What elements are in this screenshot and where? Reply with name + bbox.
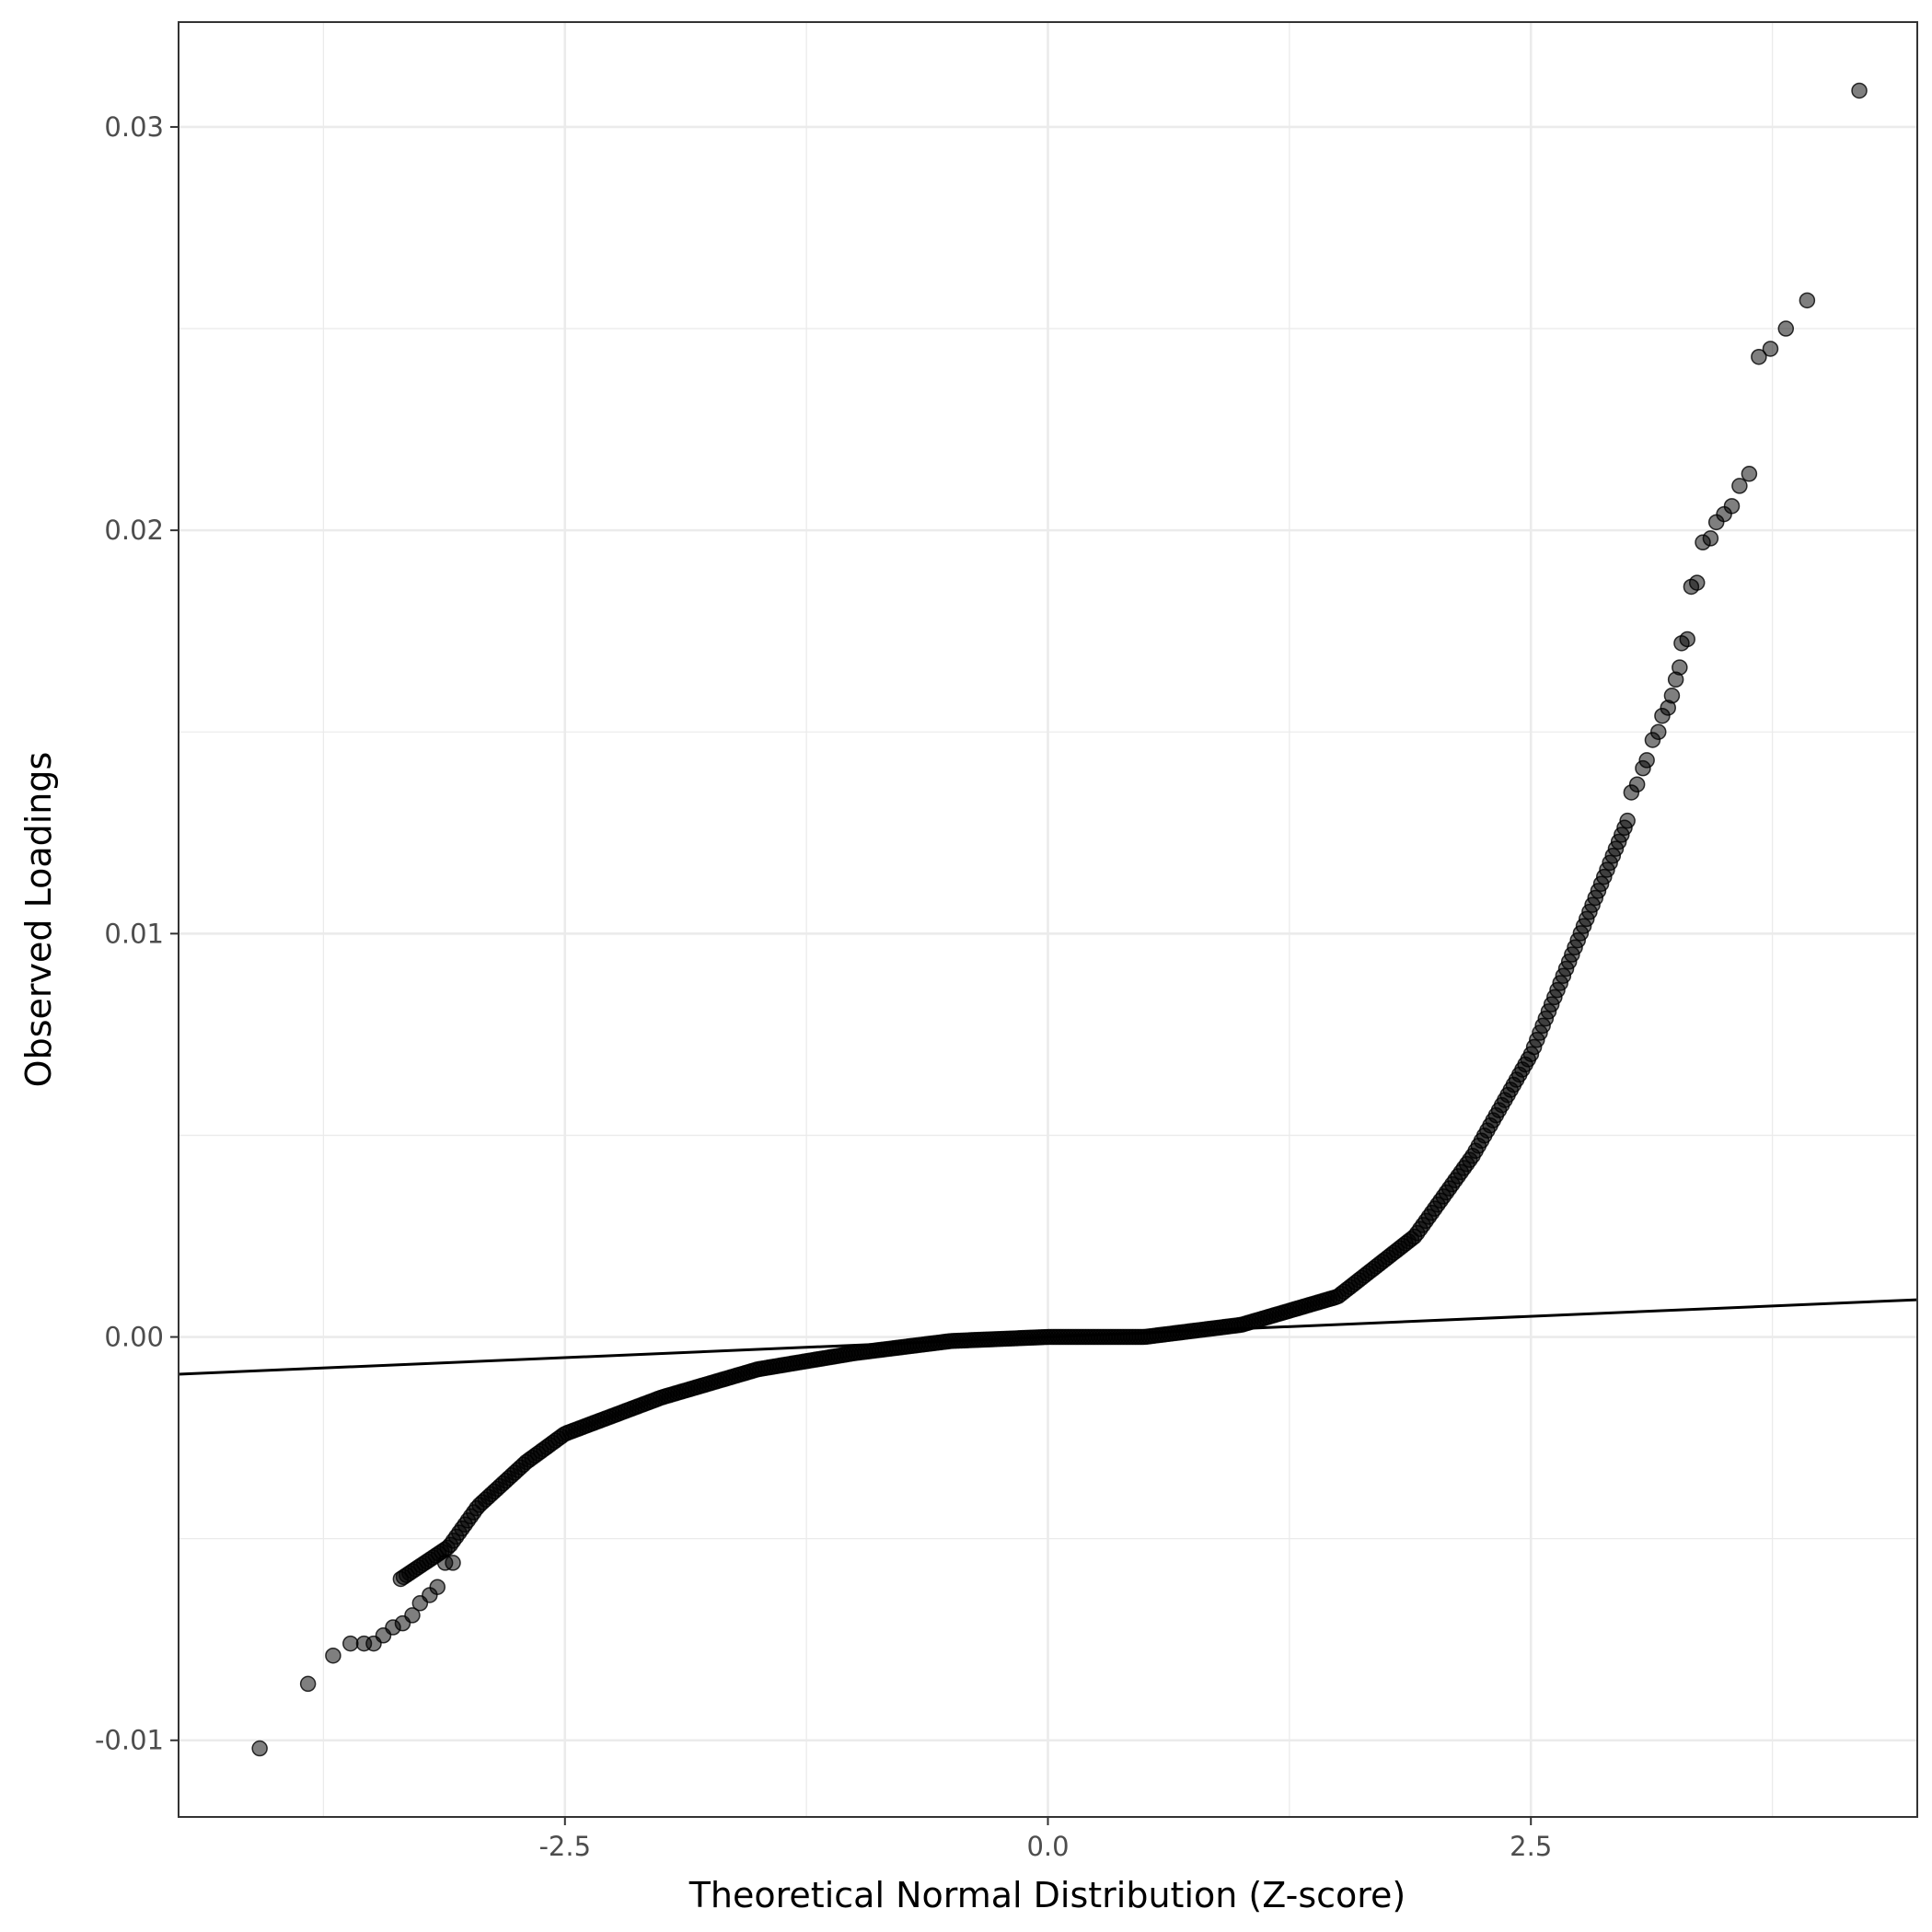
y-axis-ticks: -0.01 0.00 0.01 0.02 0.03: [95, 111, 179, 1756]
x-tick-label: 0.0: [1026, 1831, 1069, 1862]
x-tick-label: 2.5: [1510, 1831, 1552, 1862]
data-point: [1777, 320, 1795, 337]
data-point: [1751, 348, 1767, 365]
data-point: [1741, 466, 1758, 482]
y-tick-label: 0.02: [104, 515, 164, 546]
data-point: [1672, 659, 1688, 676]
data-point: [1663, 688, 1681, 704]
data-point: [1731, 478, 1748, 494]
data-point: [429, 1579, 446, 1595]
data-points-dense-curve: [392, 812, 1636, 1588]
y-tick-label: 0.01: [104, 918, 164, 949]
data-point: [1702, 530, 1719, 547]
data-point: [1688, 574, 1706, 591]
data-point: [1638, 752, 1655, 769]
data-point: [325, 1647, 341, 1664]
data-point: [1851, 82, 1868, 99]
x-axis-title: Theoretical Normal Distribution (Z-score…: [688, 1875, 1406, 1915]
data-point: [1762, 341, 1779, 357]
data-point: [1649, 723, 1667, 740]
data-point: [342, 1635, 359, 1652]
data-point: [445, 1555, 461, 1571]
major-gridlines: [179, 22, 1917, 1817]
x-axis-ticks: -2.5 0.0 2.5: [538, 1817, 1552, 1862]
y-tick-label: -0.01: [95, 1725, 164, 1756]
data-point: [1679, 631, 1695, 648]
y-axis-title: Observed Loadings: [18, 752, 59, 1088]
reference-line: [178, 1298, 1918, 1376]
data-point: [1619, 812, 1636, 829]
data-point: [1628, 776, 1646, 792]
x-tick-label: -2.5: [538, 1831, 591, 1862]
y-tick-label: 0.03: [104, 111, 164, 143]
data-point: [299, 1675, 317, 1693]
data-point: [251, 1740, 268, 1757]
y-tick-label: 0.00: [104, 1322, 164, 1353]
data-points-tails: [251, 82, 1868, 1757]
data-point: [1799, 292, 1816, 309]
data-point: [1723, 498, 1741, 515]
data-point: [404, 1607, 421, 1624]
